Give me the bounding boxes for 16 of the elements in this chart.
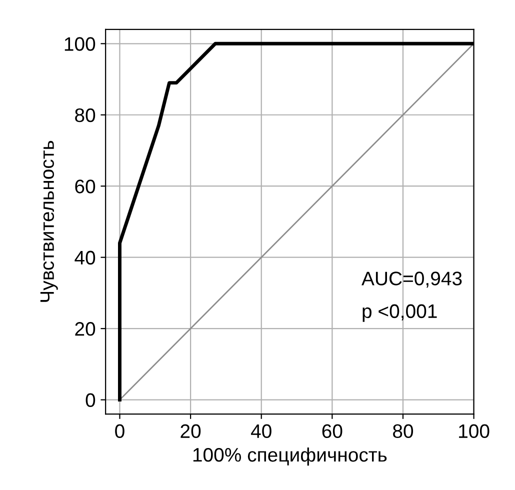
- x-tick-label: 40: [250, 424, 272, 438]
- x-tick-label: 20: [180, 424, 201, 438]
- x-tick-label: 100: [459, 424, 490, 438]
- x-tick-label: 60: [322, 424, 342, 438]
- y-tick-label: 80: [75, 108, 96, 122]
- y-tick-label: 0: [86, 393, 96, 408]
- x-tick-label: 0: [115, 424, 124, 438]
- y-tick-label: 40: [74, 250, 96, 265]
- annotation: p <0,001: [362, 304, 437, 322]
- annotation: AUC=0,943: [362, 272, 462, 288]
- y-tick-label: 20: [75, 322, 96, 336]
- y-tick-label: 60: [75, 180, 96, 194]
- y-axis-title: Чувствительность: [40, 140, 58, 302]
- x-tick-label: 80: [393, 424, 414, 438]
- x-axis-title: 100% специфичность: [193, 447, 387, 466]
- y-tick-label: 100: [64, 37, 96, 51]
